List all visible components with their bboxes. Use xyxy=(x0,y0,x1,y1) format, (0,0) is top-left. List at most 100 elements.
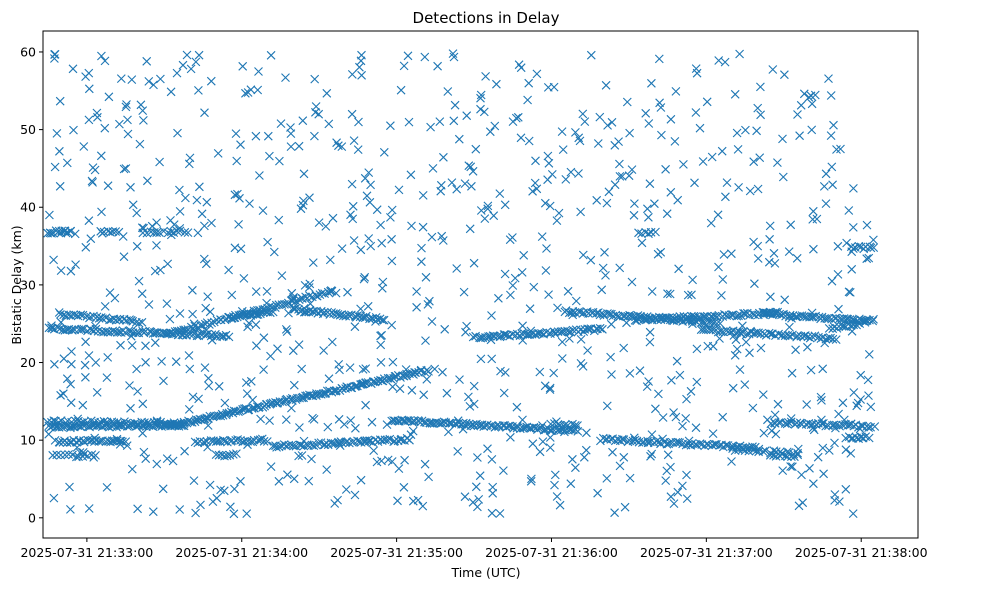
detection-marker-track-12-rising xyxy=(338,384,347,394)
detection-marker-clutter xyxy=(545,385,555,394)
detection-marker-clutter xyxy=(819,469,828,479)
detection-marker-clutter xyxy=(540,381,550,391)
detection-marker-track-24 xyxy=(499,330,509,339)
detection-marker-clutter xyxy=(394,185,404,195)
detection-marker-clutter xyxy=(759,428,769,438)
detection-marker-clutter xyxy=(360,173,370,183)
detection-marker-clutter xyxy=(719,250,729,259)
detection-marker-clutter xyxy=(404,117,414,127)
detection-marker-clutter xyxy=(251,131,261,141)
detection-marker-clutter xyxy=(806,365,816,375)
detection-marker-track-26 xyxy=(656,315,666,325)
detection-marker-clutter xyxy=(602,198,612,208)
detection-marker-clutter xyxy=(475,471,485,481)
detection-marker-clutter xyxy=(499,388,509,398)
detection-marker-clutter xyxy=(601,271,610,280)
detection-marker-clutter xyxy=(824,74,833,83)
detection-marker-clutter xyxy=(458,424,468,434)
detection-marker-clutter xyxy=(181,193,190,203)
detection-marker-clutter xyxy=(669,499,679,508)
detection-marker-clutter xyxy=(304,283,314,292)
detection-marker-clutter xyxy=(787,313,796,323)
detection-marker-clutter xyxy=(453,447,463,456)
detection-marker-clutter xyxy=(365,197,375,207)
detection-marker-clutter xyxy=(204,381,214,391)
detection-marker-track-10 xyxy=(75,436,84,445)
detection-marker-track-24 xyxy=(756,329,766,339)
detection-marker-clutter xyxy=(528,186,537,196)
detection-marker-clutter xyxy=(624,171,634,181)
detection-marker-clutter xyxy=(545,201,555,211)
detection-marker-track-36.8 xyxy=(866,243,876,253)
detection-marker-clutter xyxy=(347,70,357,79)
detection-marker-clutter xyxy=(66,398,76,408)
detection-marker-clutter xyxy=(651,404,660,414)
detection-marker-clutter xyxy=(84,115,94,125)
detection-marker-clutter xyxy=(367,417,377,427)
detection-marker-clutter xyxy=(644,119,654,128)
detection-marker-clutter xyxy=(506,290,515,300)
detection-marker-clutter xyxy=(469,381,479,391)
detection-marker-clutter xyxy=(417,243,426,253)
detection-marker-clutter xyxy=(692,344,702,354)
detection-marker-clutter xyxy=(598,263,608,273)
detection-marker-clutter xyxy=(121,102,131,112)
detection-marker-clutter xyxy=(178,60,188,70)
detection-marker-track-8 xyxy=(64,450,73,459)
detection-marker-clutter xyxy=(450,100,460,110)
detection-marker-clutter xyxy=(433,61,442,71)
detection-marker-track-26 xyxy=(137,317,147,327)
detection-marker-clutter xyxy=(650,199,659,209)
detection-marker-clutter xyxy=(607,370,616,379)
detection-marker-clutter xyxy=(749,157,759,167)
detection-marker-clutter xyxy=(662,466,672,476)
detection-marker-clutter xyxy=(731,335,741,345)
detection-marker-clutter xyxy=(248,395,258,405)
detection-marker-clutter xyxy=(733,145,743,154)
detection-marker-track-24 xyxy=(255,305,264,315)
detection-marker-track-12-falling xyxy=(817,419,827,429)
detection-marker-clutter xyxy=(115,440,125,449)
detection-marker-clutter xyxy=(494,293,503,303)
detection-marker-clutter xyxy=(518,336,528,345)
detection-marker-clutter xyxy=(387,320,397,330)
detection-marker-clutter xyxy=(132,364,141,374)
detection-marker-clutter xyxy=(299,304,309,313)
detection-marker-clutter xyxy=(684,436,694,446)
detection-marker-clutter xyxy=(323,422,333,432)
detection-marker-clutter xyxy=(343,287,352,297)
detection-marker-clutter xyxy=(826,131,836,140)
detection-marker-track-26 xyxy=(653,315,662,325)
detection-marker-clutter xyxy=(110,293,120,303)
detection-marker-track-26 xyxy=(835,314,845,323)
detection-marker-clutter xyxy=(813,452,823,462)
y-tick-label: 50 xyxy=(20,122,36,137)
detection-marker-track-10 xyxy=(751,446,761,456)
detection-marker-track-10 xyxy=(382,435,392,445)
detection-marker-clutter xyxy=(846,419,856,429)
detection-marker-clutter xyxy=(351,423,360,433)
detection-marker-clutter xyxy=(442,388,452,398)
detection-marker-clutter xyxy=(356,475,366,485)
detection-marker-clutter xyxy=(658,413,668,422)
detection-marker-clutter xyxy=(738,321,747,331)
detection-marker-track-12-rising xyxy=(356,380,365,389)
detection-marker-clutter xyxy=(281,415,291,424)
detection-marker-clutter xyxy=(265,151,274,161)
detection-marker-track-10 xyxy=(262,437,272,446)
detection-marker-clutter xyxy=(132,208,142,218)
detection-marker-clutter xyxy=(487,455,497,464)
detection-marker-track-10 xyxy=(749,445,758,455)
detection-marker-clutter xyxy=(512,402,522,412)
detection-marker-clutter xyxy=(150,338,160,348)
detection-marker-clutter xyxy=(382,420,392,429)
detection-marker-track-26 xyxy=(630,315,640,325)
detection-marker-clutter xyxy=(437,231,447,241)
detection-marker-clutter xyxy=(543,83,553,92)
detection-marker-clutter xyxy=(60,226,70,236)
detection-marker-clutter xyxy=(229,509,239,519)
detection-marker-clutter xyxy=(857,432,866,442)
detection-marker-track-10 xyxy=(675,438,685,448)
detection-marker-clutter xyxy=(127,75,137,84)
